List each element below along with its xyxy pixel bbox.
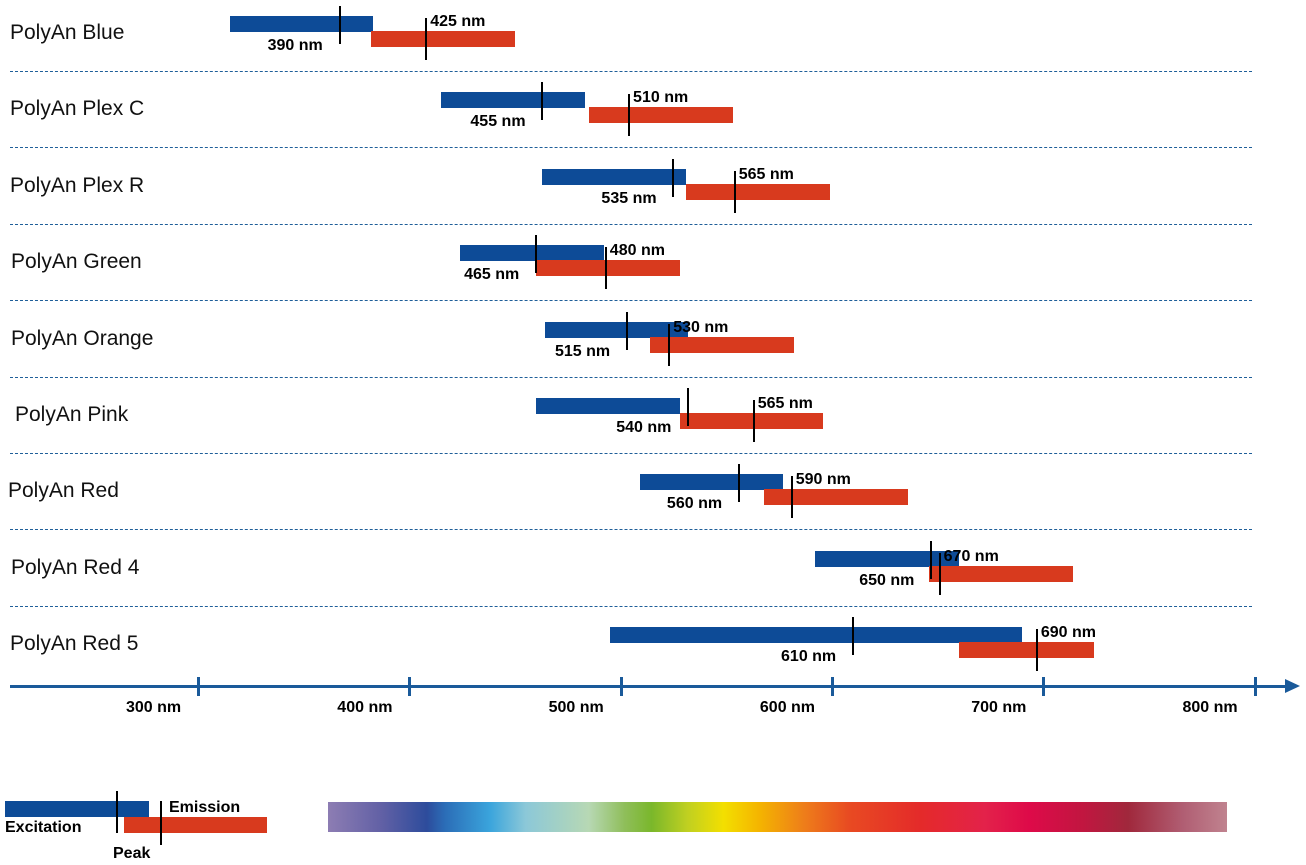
excitation-bar <box>610 627 1023 644</box>
emission-bar <box>958 642 1094 659</box>
axis-tick-label: 400 nm <box>337 699 393 716</box>
emission-bar <box>536 260 680 277</box>
excitation-peak-marker <box>930 540 933 579</box>
excitation-peak-label: 455 nm <box>470 113 526 131</box>
excitation-peak-marker <box>852 617 855 656</box>
legend-emission-peak-marker <box>160 801 162 845</box>
excitation-bar <box>440 92 585 109</box>
visible-spectrum-gradient <box>328 802 1227 832</box>
axis-tick-label: 600 nm <box>759 699 816 716</box>
emission-bar <box>650 336 794 353</box>
excitation-peak-marker <box>625 311 628 350</box>
emission-bar <box>764 489 908 506</box>
excitation-bar <box>542 168 687 185</box>
excitation-peak-marker <box>687 388 690 426</box>
excitation-bar <box>460 245 604 262</box>
emission-peak-marker <box>752 400 755 442</box>
dye-label: PolyAn Red 4 <box>11 555 140 579</box>
emission-peak-marker <box>1035 629 1038 672</box>
emission-bar <box>371 31 515 47</box>
legend-excitation-bar <box>5 801 149 817</box>
emission-peak-label: 590 nm <box>795 471 851 489</box>
row-separator <box>10 605 1252 607</box>
emission-peak-label: 565 nm <box>738 165 794 183</box>
emission-peak-marker <box>790 476 793 519</box>
excitation-peak-marker <box>672 158 675 197</box>
emission-peak-label: 670 nm <box>943 547 999 565</box>
emission-peak-label: 510 nm <box>633 89 689 107</box>
row-separator <box>10 71 1252 72</box>
excitation-peak-label: 390 nm <box>267 37 323 54</box>
axis-tick-label: 300 nm <box>126 699 182 716</box>
row-separator <box>10 147 1252 149</box>
legend-peak-label: Peak <box>113 845 151 862</box>
row-separator <box>10 529 1252 531</box>
wavelength-axis <box>10 685 1288 688</box>
axis-arrow-icon <box>1285 679 1300 693</box>
excitation-peak-marker <box>737 464 740 503</box>
excitation-peak-label: 515 nm <box>554 342 611 360</box>
dye-label: PolyAn Plex R <box>10 173 145 197</box>
excitation-peak-label: 540 nm <box>616 419 672 436</box>
row-separator <box>10 223 1252 225</box>
excitation-peak-marker <box>541 82 544 121</box>
row-separator <box>10 453 1252 454</box>
emission-peak-label: 530 nm <box>673 318 729 336</box>
emission-bar <box>679 413 824 429</box>
emission-peak-label: 690 nm <box>1040 624 1096 642</box>
excitation-peak-label: 650 nm <box>859 571 915 589</box>
excitation-peak-label: 610 nm <box>781 648 837 666</box>
excitation-bar <box>229 16 374 32</box>
emission-peak-marker <box>628 94 631 137</box>
emission-peak-marker <box>668 323 671 366</box>
emission-peak-marker <box>733 170 736 213</box>
legend-emission-bar <box>124 817 267 833</box>
axis-tick-label: 800 nm <box>1182 699 1238 716</box>
emission-bar <box>588 107 733 124</box>
axis-tick-label: 700 nm <box>971 699 1027 716</box>
emission-bar <box>686 183 830 200</box>
axis-tick-label: 500 nm <box>548 699 604 716</box>
dye-label: PolyAn Blue <box>10 21 125 44</box>
excitation-bar <box>639 474 784 491</box>
emission-peak-label: 565 nm <box>757 395 813 412</box>
emission-peak-label: 425 nm <box>430 13 486 30</box>
emission-peak-marker <box>938 552 941 595</box>
legend-excitation-peak-marker <box>116 791 118 833</box>
excitation-bar <box>544 321 689 338</box>
excitation-bar <box>536 398 680 414</box>
excitation-peak-marker <box>338 6 341 44</box>
dye-label: PolyAn Red 5 <box>10 632 139 656</box>
excitation-bar <box>814 550 959 567</box>
row-separator <box>10 376 1252 378</box>
row-separator <box>10 300 1252 302</box>
emission-bar <box>929 565 1073 582</box>
emission-peak-marker <box>604 247 607 290</box>
excitation-peak-marker <box>535 235 538 274</box>
dye-label: PolyAn Orange <box>11 326 154 350</box>
dye-label: PolyAn Red <box>8 479 119 503</box>
dye-label: PolyAn Green <box>11 250 142 274</box>
emission-peak-label: 480 nm <box>609 242 665 260</box>
excitation-peak-label: 465 nm <box>464 266 520 284</box>
excitation-peak-label: 560 nm <box>666 495 723 513</box>
dye-label: PolyAn Plex C <box>10 97 145 121</box>
emission-peak-marker <box>425 18 428 60</box>
legend-emission-label: Emission <box>169 799 241 816</box>
legend-excitation-label: Excitation <box>5 819 82 836</box>
excitation-peak-label: 535 nm <box>601 189 657 207</box>
dye-label: PolyAn Pink <box>15 403 129 426</box>
